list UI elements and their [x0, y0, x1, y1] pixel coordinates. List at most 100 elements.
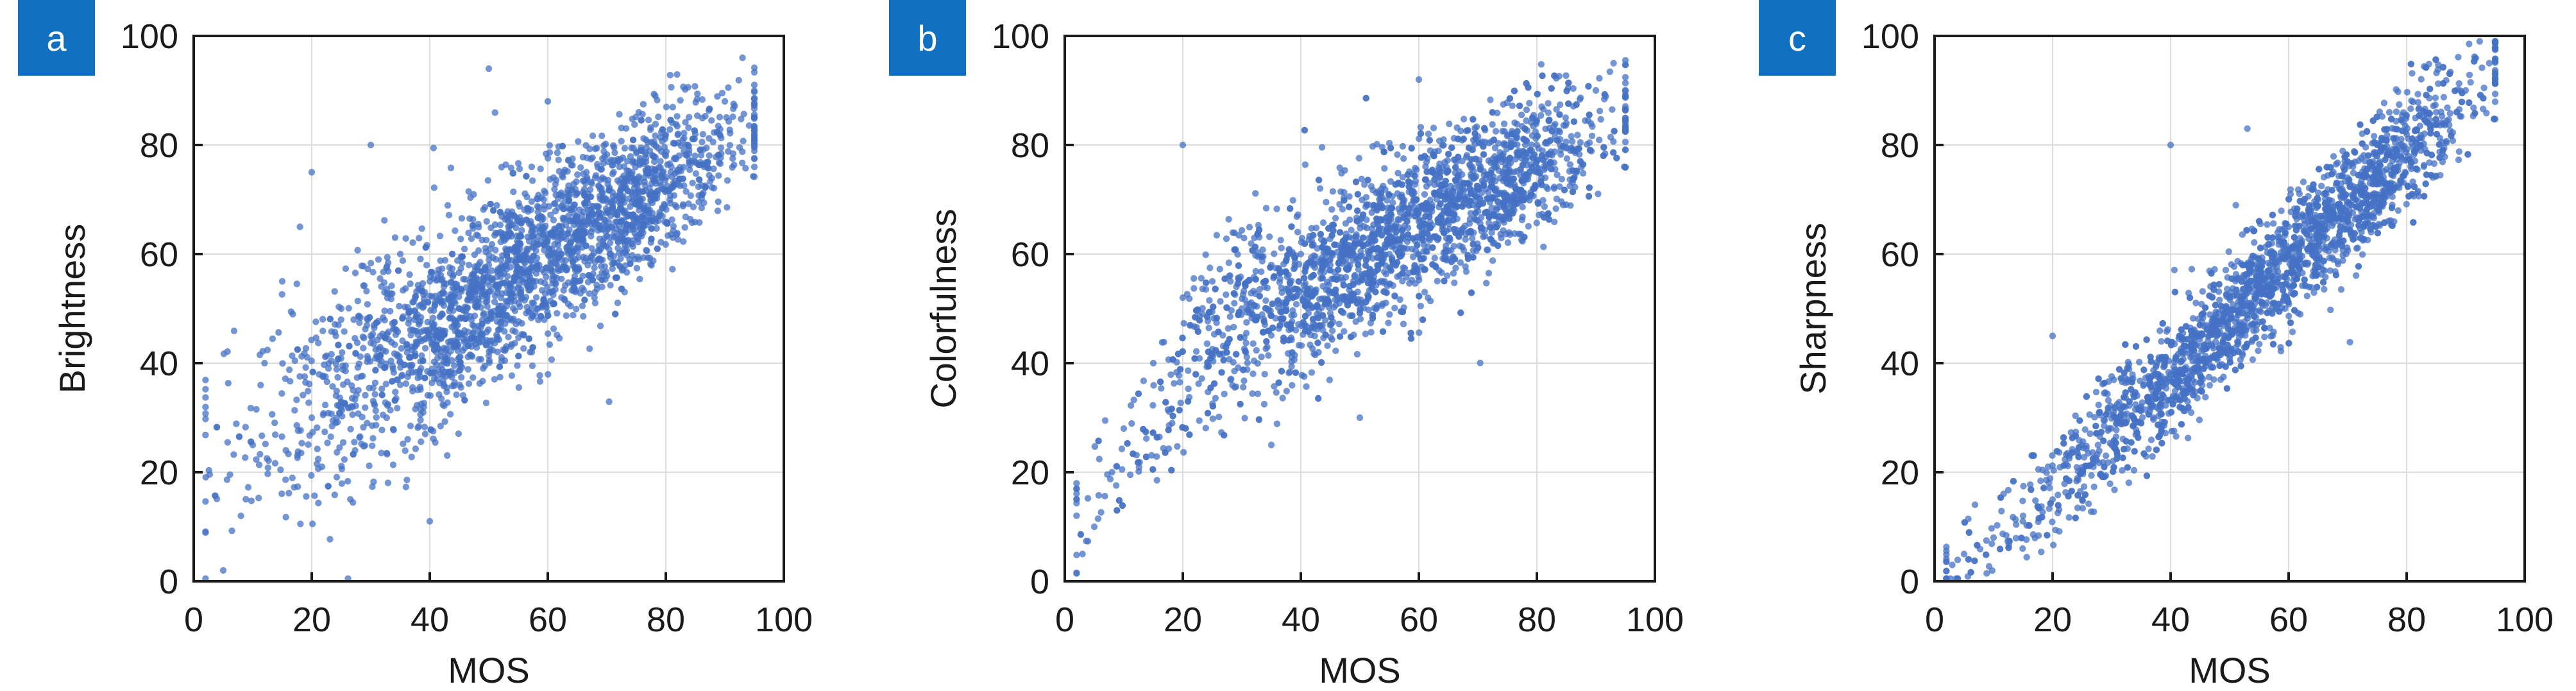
data-point [616, 110, 623, 118]
data-points [202, 54, 758, 582]
data-point [398, 345, 405, 352]
data-point [1310, 232, 1317, 239]
data-point [293, 397, 300, 404]
data-point [482, 291, 489, 298]
data-point [403, 476, 411, 484]
data-point [359, 372, 366, 380]
data-point [1153, 477, 1160, 484]
data-point [387, 307, 394, 315]
data-point [1273, 205, 1280, 212]
data-point [1423, 168, 1430, 175]
data-point [554, 265, 562, 273]
data-point [549, 273, 556, 280]
data-point [293, 280, 300, 287]
data-point [567, 302, 574, 310]
data-point [1190, 275, 1198, 282]
data-point [424, 391, 432, 399]
data-point [529, 177, 536, 184]
data-point [663, 103, 670, 110]
data-point [1357, 225, 1364, 232]
data-point [304, 388, 312, 395]
data-point [486, 256, 493, 264]
data-point [489, 207, 497, 214]
y-tick-label: 60 [140, 235, 178, 274]
data-point [1301, 302, 1309, 309]
data-point [523, 245, 530, 253]
y-axis-label: Brightness [52, 224, 92, 394]
data-point [1485, 269, 1493, 277]
data-point [575, 266, 582, 273]
data-point [319, 316, 326, 323]
data-point [1295, 278, 1302, 285]
data-point [1289, 349, 1296, 356]
data-point [418, 438, 425, 445]
data-point [349, 411, 356, 418]
data-point [319, 327, 326, 334]
data-point [629, 136, 637, 144]
data-point [688, 219, 696, 226]
data-point [681, 224, 688, 231]
data-point [1460, 115, 1468, 123]
data-point [514, 239, 522, 247]
data-point [569, 258, 577, 266]
data-point [1216, 351, 1223, 358]
data-point [1174, 443, 1181, 450]
data-point [750, 87, 758, 94]
data-point [661, 176, 669, 183]
data-point [224, 439, 232, 446]
data-point [414, 402, 421, 409]
data-point [1278, 368, 1285, 375]
data-point [336, 444, 343, 451]
data-point [1556, 183, 1563, 190]
data-point [468, 352, 475, 359]
data-point [619, 249, 627, 257]
data-point [448, 323, 455, 330]
data-point [272, 431, 279, 438]
data-point [384, 263, 391, 270]
data-point [696, 161, 703, 169]
data-point [430, 144, 437, 151]
data-point [1277, 237, 1284, 244]
data-point [674, 71, 681, 78]
data-point [419, 409, 427, 416]
data-point [1525, 223, 1532, 230]
data-point [671, 140, 678, 147]
data-point [496, 311, 503, 318]
data-point [1180, 320, 1187, 327]
data-point [529, 227, 536, 235]
data-point [399, 315, 406, 322]
data-point [1128, 420, 1135, 427]
data-point [1596, 74, 1603, 82]
data-point [674, 113, 681, 120]
data-point [1384, 197, 1391, 204]
data-point [550, 216, 557, 224]
data-point [387, 357, 394, 364]
data-point [1553, 195, 1561, 203]
data-point [482, 244, 489, 252]
data-point [1446, 225, 1453, 233]
data-point [371, 402, 378, 409]
data-point [700, 200, 708, 207]
data-point [718, 89, 726, 97]
data-point [1419, 316, 1427, 323]
data-point [482, 399, 490, 407]
data-point [606, 187, 613, 194]
data-point [1519, 213, 1526, 221]
data-point [1389, 199, 1396, 207]
data-point [677, 97, 684, 104]
data-point [729, 113, 736, 121]
data-point [675, 130, 682, 137]
data-point [1162, 398, 1169, 406]
data-point [725, 148, 732, 155]
data-point [603, 196, 611, 203]
data-point [545, 371, 552, 378]
data-point [681, 130, 688, 137]
data-point [696, 219, 703, 226]
data-point [604, 207, 611, 214]
data-point [1490, 136, 1498, 144]
data-point [1371, 237, 1378, 244]
data-point [1202, 286, 1210, 293]
data-point [1483, 280, 1490, 287]
data-point [450, 293, 457, 300]
data-point [400, 440, 407, 447]
